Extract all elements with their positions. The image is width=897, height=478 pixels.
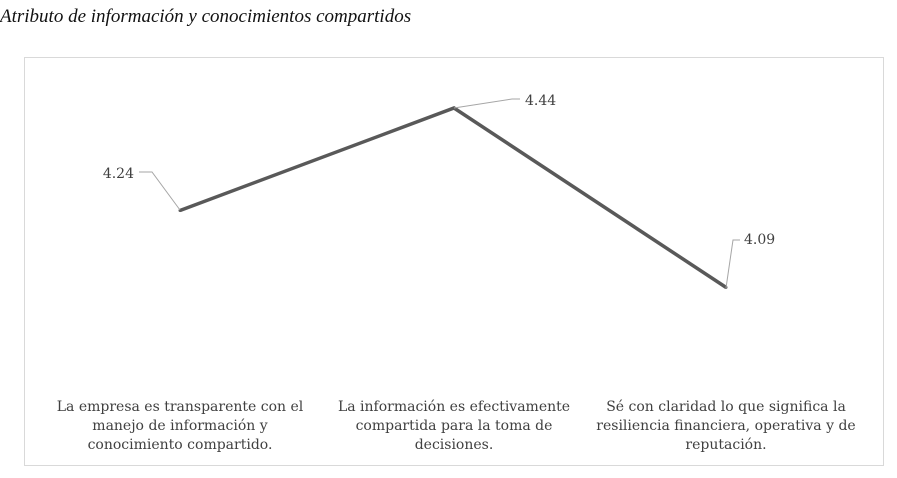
category-label-1: La empresa es transparente con el manejo…: [56, 399, 304, 453]
category-label-2: La información es efectivamente comparti…: [337, 399, 571, 453]
data-label: 4.24: [103, 166, 134, 182]
data-label-leader: [725, 239, 740, 289]
series-line: [179, 106, 727, 289]
chart-frame: [24, 57, 884, 466]
data-label: 4.44: [525, 93, 556, 109]
data-label-leader: [139, 171, 181, 211]
category-label-3: Sé con claridad lo que significa la resi…: [596, 399, 856, 453]
data-label-leader: [453, 98, 520, 109]
data-label: 4.09: [744, 232, 775, 248]
figure-caption: Atributo de información y conocimientos …: [0, 6, 412, 27]
